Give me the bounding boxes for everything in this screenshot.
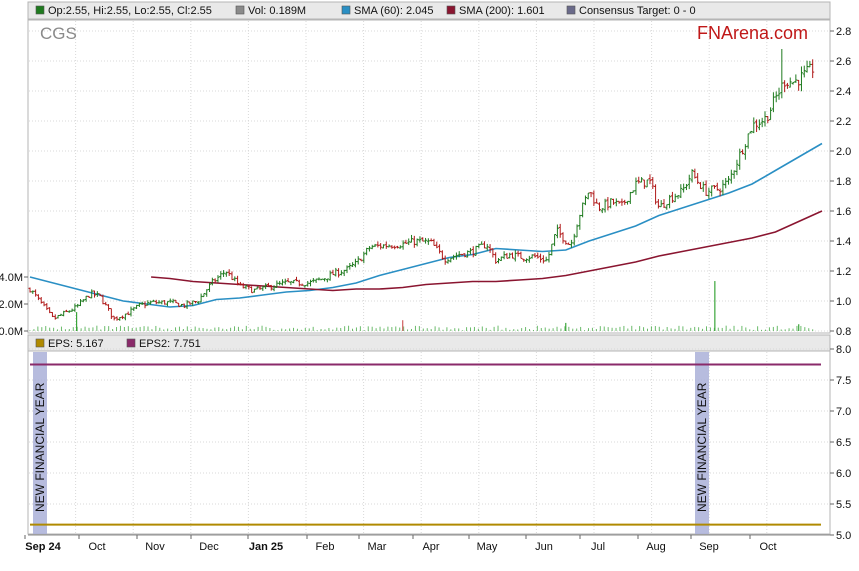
financial-year-label: NEW FINANCIAL YEAR (695, 382, 709, 512)
legend-swatch (35, 5, 45, 15)
top-legend-bar (27, 1, 831, 20)
price-tick-label: 1.8 (836, 176, 851, 188)
financial-year-label: NEW FINANCIAL YEAR (33, 382, 47, 512)
price-tick-label: 0.8 (836, 326, 851, 338)
volume-tick-label: 0.0M (0, 326, 23, 338)
financial-year-markers: NEW FINANCIAL YEAR NEW FINANCIAL YEAR (33, 352, 709, 534)
x-tick-label: Jul (591, 541, 605, 553)
price-tick-label: 2.0 (836, 146, 851, 158)
eps-tick-label: 7.0 (836, 406, 851, 418)
x-tick-label: Aug (646, 541, 666, 553)
eps-axis: 8.0 7.5 7.0 6.5 6.0 5.5 5.0 (830, 344, 851, 542)
eps-lines (30, 363, 821, 526)
legend-label: Op:2.55, Hi:2.55, Lo:2.55, Cl:2.55 (48, 5, 212, 17)
legend-label: SMA (200): 1.601 (459, 5, 545, 17)
bottom-legend: EPS: 5.167 EPS2: 7.751 (35, 338, 201, 350)
legend-label: Vol: 0.189M (248, 5, 306, 17)
date-axis: Sep 24 Oct Nov Dec Jan 25 Feb Mar Apr May Jun Jul A… (24, 534, 830, 553)
x-tick-label: Mar (368, 541, 387, 553)
price-plot-area (27, 19, 831, 334)
legend-swatch (35, 338, 45, 348)
price-tick-label: 1.2 (836, 266, 851, 278)
eps-tick-label: 7.5 (836, 375, 851, 387)
legend-label: EPS2: 7.751 (139, 338, 201, 350)
legend-swatch (566, 5, 576, 15)
x-tick-label: Nov (145, 541, 165, 553)
volume-tick-label: 4.0M (0, 272, 23, 284)
eps-tick-label: 6.0 (836, 468, 851, 480)
price-tick-label: 2.6 (836, 56, 851, 68)
x-tick-label: May (477, 541, 498, 553)
price-tick-label: 1.0 (836, 296, 851, 308)
volume-axis: 4.0M 2.0M 0.0M (0, 272, 28, 338)
top-legend: Op:2.55, Hi:2.55, Lo:2.55, Cl:2.55 Vol: 0… (35, 5, 696, 17)
x-tick-label: Dec (199, 541, 219, 553)
x-tick-label: Sep (699, 541, 719, 553)
financial-year-band (695, 352, 709, 534)
legend-label: SMA (60): 2.045 (354, 5, 434, 17)
x-tick-label: Jan 25 (249, 541, 283, 553)
x-tick-label: Sep 24 (25, 541, 61, 553)
legend-swatch (446, 5, 456, 15)
financial-year-band (33, 352, 47, 534)
x-tick-label: Oct (88, 541, 105, 553)
legend-label: EPS: 5.167 (48, 338, 104, 350)
price-tick-label: 2.4 (836, 86, 851, 98)
price-tick-label: 2.8 (836, 26, 851, 38)
x-tick-label: Feb (316, 541, 335, 553)
sma60-line (29, 142, 823, 308)
legend-swatch (235, 5, 245, 15)
price-axis: 2.8 2.6 2.4 2.2 2.0 1.8 1.6 1.4 1.2 1.0 0.8 (830, 26, 851, 338)
volume-tick-label: 2.0M (0, 299, 23, 311)
fnarena-watermark: FNArena.com (697, 23, 808, 43)
volume-bars (29, 281, 814, 331)
x-tick-label: Oct (759, 541, 776, 553)
sma200-line (151, 210, 823, 292)
eps-tick-label: 5.5 (836, 499, 851, 511)
legend-label: Consensus Target: 0 - 0 (579, 5, 696, 17)
legend-swatch (341, 5, 351, 15)
x-tick-label: Apr (422, 541, 439, 553)
price-tick-label: 1.6 (836, 206, 851, 218)
price-grid (29, 21, 829, 332)
eps-tick-label: 5.0 (836, 530, 851, 542)
x-tick-label: Jun (535, 541, 553, 553)
legend-swatch (126, 338, 136, 348)
eps-tick-label: 8.0 (836, 344, 851, 356)
ticker-label: CGS (40, 24, 77, 43)
price-tick-label: 1.4 (836, 236, 851, 248)
eps-tick-label: 6.5 (836, 437, 851, 449)
price-ohlc-bars (28, 49, 815, 321)
price-tick-label: 2.2 (836, 116, 851, 128)
sma-lines (29, 142, 823, 308)
